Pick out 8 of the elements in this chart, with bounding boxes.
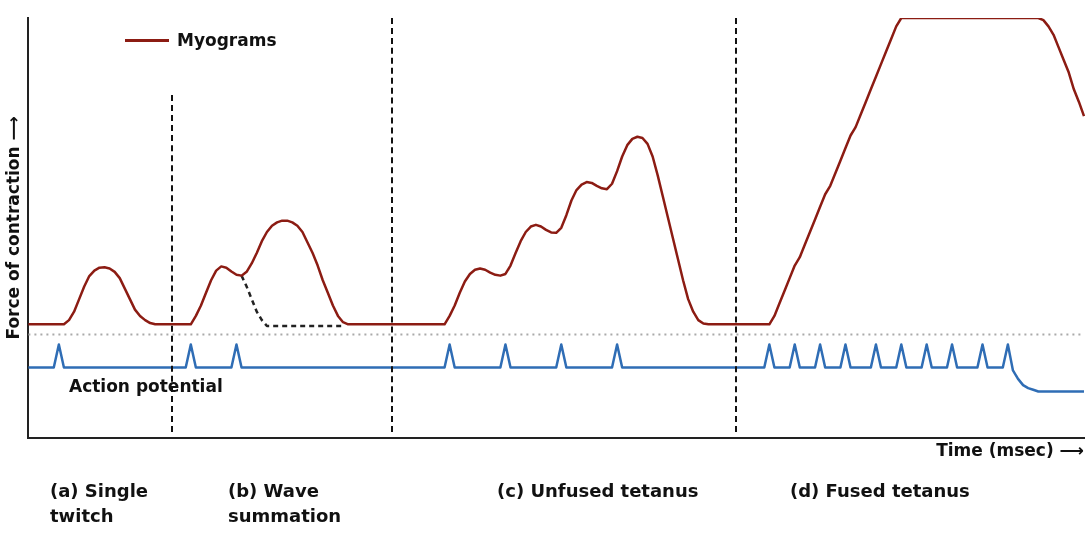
text: (b) Wave summation (228, 479, 343, 528)
text: (d) Fused tetanus (790, 479, 971, 503)
y-axis-title: Force of contraction ⟶ (2, 116, 23, 340)
text: (a) Single twitch (50, 479, 150, 528)
series-label: Action potential (69, 376, 223, 397)
x-axis-title: Time (msec) ⟶ (936, 440, 1084, 461)
legend-label: Myograms (177, 30, 277, 50)
text: (c) Unfused tetanus (497, 479, 700, 503)
